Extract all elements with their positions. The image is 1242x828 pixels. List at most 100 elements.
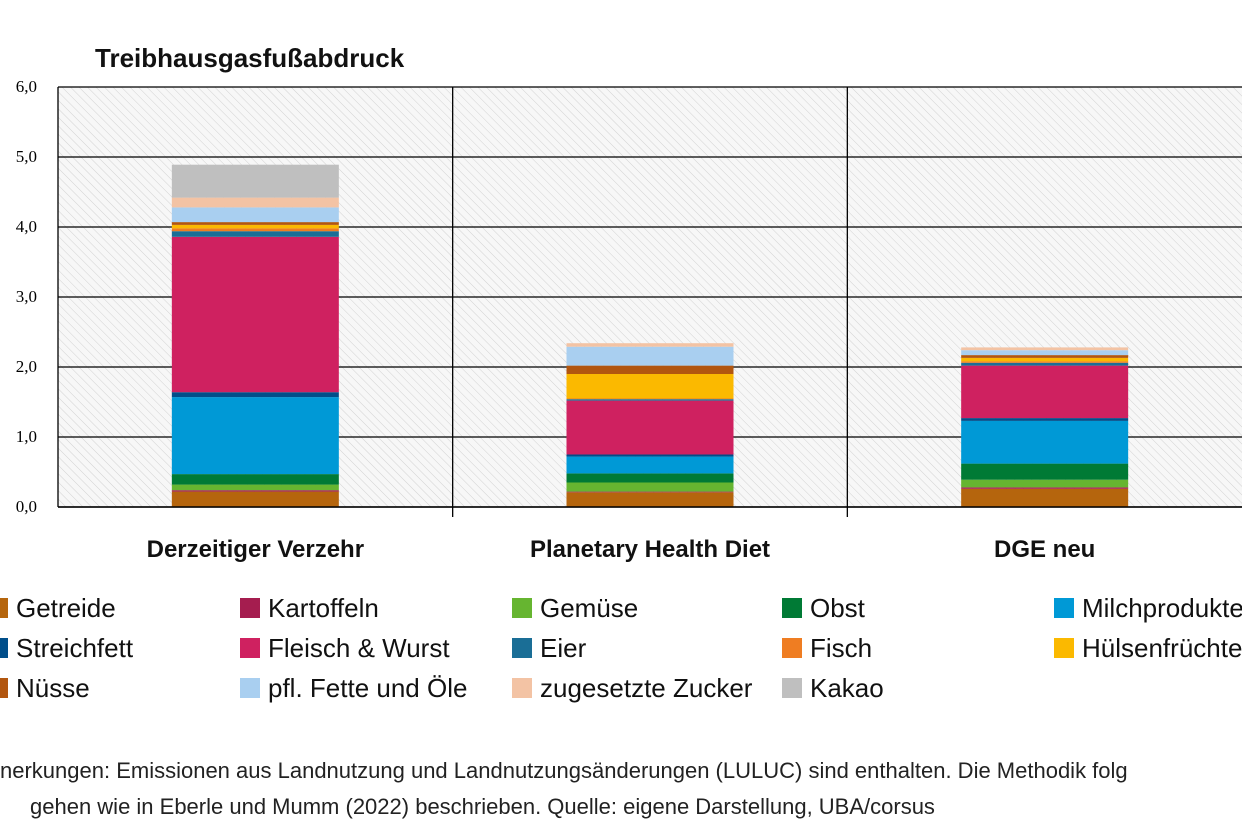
y-tick-label: 2,0 [16, 357, 37, 376]
legend-label: Hülsenfrüchte [1082, 632, 1242, 663]
bar-segment [171, 224, 339, 229]
bar-segment [566, 398, 734, 400]
bar-stacks: Derzeitiger Verzehr Planetary Health Diet… [147, 164, 1129, 563]
bar-segment [171, 392, 339, 398]
legend-label: Nüsse [16, 672, 90, 703]
legend-item: Getreide [0, 588, 116, 628]
x-category-label: Planetary Health Diet [530, 536, 770, 563]
bar-segment [171, 236, 339, 393]
bar-segment [961, 420, 1129, 464]
legend-swatch [512, 638, 532, 658]
legend-item: Streichfett [0, 628, 133, 668]
legend-label: Milchprodukte [1082, 592, 1242, 623]
bar-segment [566, 346, 734, 366]
legend-label: Kartoffeln [268, 592, 379, 623]
bar-segment [566, 400, 734, 455]
bar-segment [171, 490, 339, 492]
legend-swatch [1054, 598, 1074, 618]
legend-swatch [240, 598, 260, 618]
legend-label: zugesetzte Zucker [540, 672, 753, 703]
bar-segment [171, 474, 339, 485]
axes: 0,0 1,0 2,0 3,0 4,0 5,0 6,0 [16, 77, 1242, 517]
legend-swatch [782, 638, 802, 658]
bar-segment [171, 231, 339, 237]
legend-swatch [0, 678, 8, 698]
bar-segment [566, 399, 734, 401]
legend-label: Eier [540, 632, 587, 663]
legend-swatch [0, 598, 8, 618]
bar-segment [961, 463, 1129, 480]
legend-item: Kakao [782, 668, 884, 708]
legend-swatch [1054, 638, 1074, 658]
legend-item: Nüsse [0, 668, 90, 708]
bar-segment [171, 222, 339, 225]
bar-segment [171, 484, 339, 491]
legend-label: Getreide [16, 592, 116, 623]
bar-segment [961, 418, 1129, 421]
chart-title: Treibhausgasfußabdruck [95, 43, 405, 73]
legend-swatch [782, 598, 802, 618]
legend-item: pfl. Fette und Öle [240, 668, 467, 708]
bar-segment [961, 479, 1129, 488]
stacked-bar-chart: Treibhausgasfußabdruck Derzeitiger Verze… [16, 43, 1242, 563]
bar-segment [566, 473, 734, 483]
bar-segment [171, 228, 339, 232]
legend-label: Kakao [810, 672, 884, 703]
footnote-line-1: nerkungen: Emissionen aus Landnutzung un… [0, 758, 1128, 783]
bar-segment [566, 374, 734, 399]
legend-label: Fleisch & Wurst [268, 632, 450, 663]
bar-segment [961, 355, 1129, 358]
legend-item: Fisch [782, 628, 872, 668]
legend-swatch [782, 678, 802, 698]
bar-segment [961, 347, 1129, 351]
legend-item: zugesetzte Zucker [512, 668, 752, 708]
legend-label: Gemüse [540, 592, 639, 623]
legend-swatch [512, 598, 532, 618]
y-tick-label: 1,0 [16, 427, 37, 446]
bar-segment [171, 164, 339, 198]
y-tick-label: 0,0 [16, 497, 37, 516]
bar-segment [566, 365, 734, 374]
bar-segment [961, 487, 1129, 489]
legend-label: Streichfett [16, 632, 134, 663]
bar-segment [566, 454, 734, 457]
footnote: nerkungen: Emissionen aus Landnutzung un… [0, 752, 1242, 828]
bar-segment [961, 361, 1129, 363]
bar-segment [171, 397, 339, 475]
bar-segment [566, 491, 734, 493]
bar-segment [566, 343, 734, 347]
bar-segment [961, 362, 1129, 366]
legend-swatch [0, 638, 8, 658]
x-category-label: DGE neu [994, 536, 1095, 563]
legend: Getreide Kartoffeln Gemüse Obst Milchprodukt… [0, 588, 1242, 708]
legend-swatch [240, 638, 260, 658]
legend-item: Fleisch & Wurst [240, 628, 450, 668]
bar-segment [171, 207, 339, 223]
legend-item: Eier [512, 628, 586, 668]
bar-segment [961, 365, 1129, 419]
legend-item: Hülsenfrüchte [1054, 628, 1242, 668]
x-category-label: Derzeitiger Verzehr [147, 536, 364, 563]
legend-label: pfl. Fette und Öle [268, 672, 468, 703]
y-tick-label: 4,0 [16, 217, 37, 236]
y-tick-label: 5,0 [16, 147, 37, 166]
legend-label: Fisch [810, 632, 873, 663]
y-tick-label: 6,0 [16, 77, 37, 96]
legend-label: Obst [810, 592, 865, 623]
legend-item: Milchprodukte [1054, 588, 1242, 628]
bar-segment [566, 482, 734, 492]
bar-segment [171, 491, 339, 507]
y-tick-label: 3,0 [16, 287, 37, 306]
legend-swatch [512, 678, 532, 698]
bar-segment [566, 492, 734, 507]
legend-item: Obst [782, 588, 865, 628]
legend-item: Kartoffeln [240, 588, 379, 628]
bar-segment [566, 456, 734, 474]
bar-segment [961, 488, 1129, 507]
footnote-line-2: gehen wie in Eberle und Mumm (2022) besc… [30, 794, 935, 819]
bar-segment [961, 357, 1129, 362]
bar-segment [171, 197, 339, 208]
legend-swatch [240, 678, 260, 698]
legend-item: Gemüse [512, 588, 638, 628]
bar-segment [961, 350, 1129, 356]
